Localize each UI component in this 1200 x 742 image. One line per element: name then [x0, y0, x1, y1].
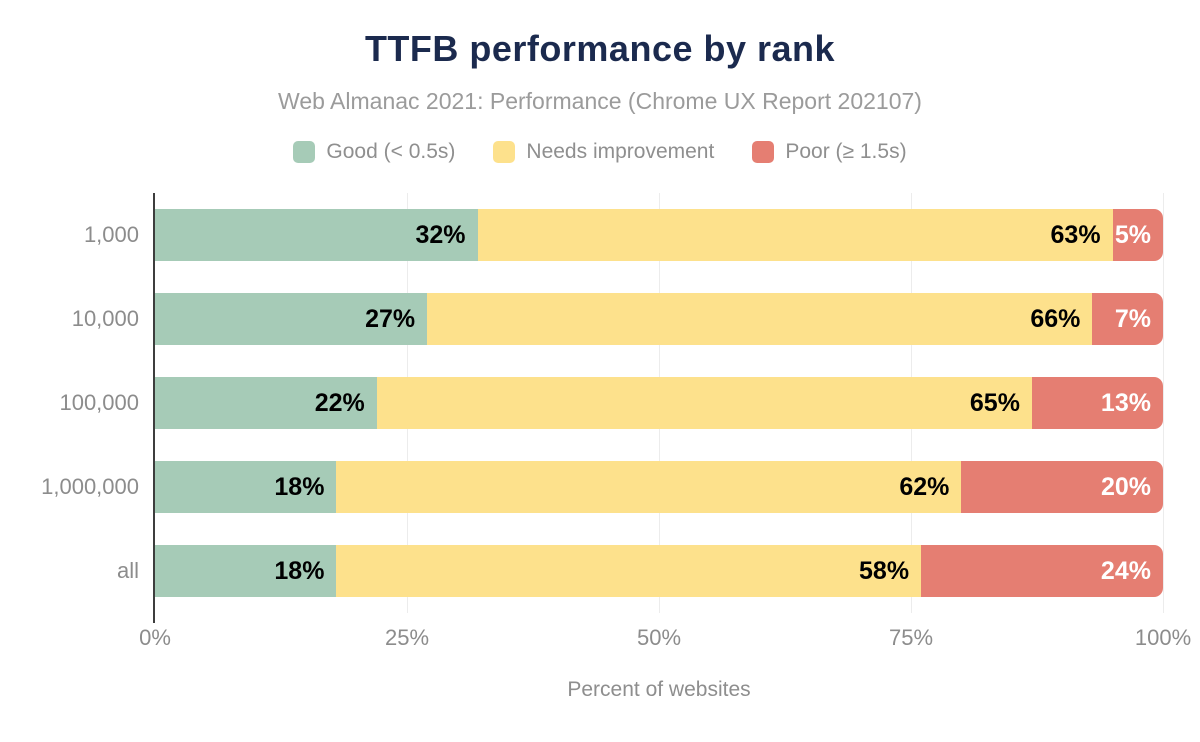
bar-row-1-000-000: 1,000,000 18% 62% 20%: [41, 445, 1163, 529]
chart-subtitle: Web Almanac 2021: Performance (Chrome UX…: [278, 88, 922, 114]
bar-segment-good: 32%: [155, 209, 478, 261]
bar-segment-needs: 66%: [427, 293, 1093, 345]
segment-value-label: 63%: [1050, 220, 1101, 249]
bar-segment-poor: 5%: [1112, 209, 1163, 261]
bar-segment-needs: 65%: [376, 377, 1032, 429]
stacked-bar: 18% 58% 24%: [155, 545, 1163, 597]
bar-segment-needs: 62%: [336, 461, 962, 513]
segment-value-label: 62%: [899, 472, 950, 501]
x-axis-tick-label: 50%: [636, 625, 682, 650]
y-axis-line: [153, 193, 155, 623]
gridline: [1163, 193, 1164, 613]
chart-title: TTFB performance by rank: [364, 28, 836, 69]
legend-label: Good (< 0.5s): [326, 140, 456, 163]
segment-value-label: 65%: [969, 388, 1020, 417]
legend-swatch-icon: [293, 141, 316, 163]
bar-segment-poor: 7%: [1092, 293, 1163, 345]
segment-value-label: 18%: [274, 472, 325, 501]
segment-value-label: 18%: [274, 556, 325, 585]
plot-area: 1,000 32% 63% 5% 10,000 27% 66% 7% 100,000 22% 65%…: [41, 193, 1164, 623]
bar-segment-good: 18%: [155, 545, 337, 597]
segment-value-label: 20%: [1100, 472, 1151, 501]
segment-value-label: 5%: [1114, 220, 1151, 249]
bar-row-100-000: 100,000 22% 65% 13%: [59, 361, 1163, 445]
stacked-bar: 22% 65% 13%: [155, 377, 1163, 429]
y-axis-label: 1,000: [83, 222, 139, 247]
x-axis-tick-label: 25%: [384, 625, 430, 650]
bar-row-all: all 18% 58% 24%: [117, 529, 1163, 613]
legend-label: Needs improvement: [526, 140, 715, 163]
y-axis-label: 1,000,000: [41, 474, 139, 499]
bar-segment-good: 18%: [155, 461, 337, 513]
segment-value-label: 13%: [1100, 388, 1151, 417]
stacked-bar: 27% 66% 7%: [155, 293, 1163, 345]
bar-segment-poor: 20%: [961, 461, 1163, 513]
y-axis-label: 10,000: [71, 306, 139, 331]
bar-segment-good: 22%: [155, 377, 377, 429]
bar-row-10-000: 10,000 27% 66% 7%: [72, 277, 1163, 361]
legend-item-2: Poor (≥ 1.5s): [752, 140, 907, 164]
segment-value-label: 27%: [365, 304, 416, 333]
bar-segment-poor: 13%: [1031, 377, 1163, 429]
bar-segment-good: 27%: [155, 293, 428, 345]
bar-segment-needs: 58%: [336, 545, 922, 597]
stacked-bar: 32% 63% 5%: [155, 209, 1163, 261]
segment-value-label: 32%: [415, 220, 466, 249]
segment-value-label: 66%: [1030, 304, 1081, 333]
segment-value-label: 24%: [1100, 556, 1151, 585]
legend-item-0: Good (< 0.5s): [293, 140, 455, 164]
bar-rows: 1,000 32% 63% 5% 10,000 27% 66% 7% 100,000 22% 65%…: [41, 193, 1163, 613]
x-axis-tick-label: 75%: [888, 625, 934, 650]
legend: Good (< 0.5s) Needs improvement Poor (≥ 1.…: [0, 140, 1200, 164]
legend-item-1: Needs improvement: [493, 140, 714, 164]
x-axis-ticks: 0% 25% 50% 75% 100%: [139, 625, 1191, 655]
stacked-bar: 18% 62% 20%: [155, 461, 1163, 513]
segment-value-label: 7%: [1114, 304, 1151, 333]
y-axis-label: all: [116, 558, 139, 583]
bar-row-1-000: 1,000 32% 63% 5%: [84, 193, 1163, 277]
segment-value-label: 58%: [859, 556, 910, 585]
bar-segment-poor: 24%: [921, 545, 1163, 597]
bar-segment-needs: 63%: [477, 209, 1113, 261]
legend-label: Poor (≥ 1.5s): [785, 140, 907, 163]
x-axis-tick-label: 0%: [139, 625, 171, 650]
segment-value-label: 22%: [314, 388, 365, 417]
legend-swatch-icon: [752, 141, 775, 163]
y-axis-label: 100,000: [59, 390, 139, 415]
legend-swatch-icon: [493, 141, 516, 163]
x-axis-title: Percent of websites: [567, 678, 751, 701]
x-axis-tick-label: 100%: [1134, 625, 1192, 650]
